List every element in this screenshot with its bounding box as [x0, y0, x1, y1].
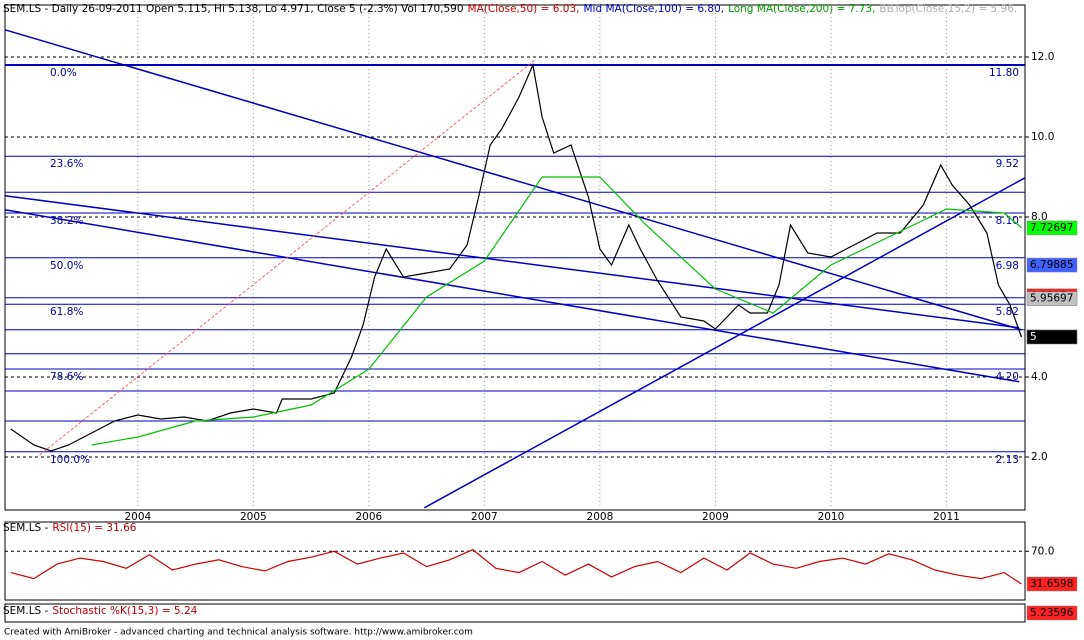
- rsi-panel: [4, 521, 1026, 601]
- value-marker: 7.72697: [1026, 220, 1078, 236]
- title-part: MA(Close,50) = 6.03,: [468, 3, 580, 15]
- y-tick-label: 2.0: [1031, 451, 1048, 463]
- value-marker-label: 6.79885: [1030, 259, 1073, 271]
- fib-ratio-label: 50.0%: [50, 260, 83, 272]
- stochastic-panel: [4, 603, 1026, 623]
- fib-ratio-label: 23.6%: [50, 158, 83, 170]
- value-marker-label: 5: [1030, 331, 1037, 343]
- panel-title: SEM.LS - Stochastic %K(15,3) = 5.24: [3, 605, 198, 617]
- value-marker: 31.6598: [1026, 576, 1078, 592]
- value-marker: 5: [1026, 329, 1078, 345]
- value-marker-box: [1026, 329, 1078, 345]
- x-tick-label: 2008: [587, 511, 614, 523]
- title-part: BBTop(Close,15,2) = 5.96,: [879, 3, 1017, 15]
- series-line: [91, 176, 1022, 446]
- fib-value-label: 9.52: [996, 158, 1019, 170]
- footer: Created with AmiBroker - advanced charti…: [4, 628, 473, 638]
- x-tick-label: 2011: [933, 511, 960, 523]
- y-tick-label: 70.0: [1031, 545, 1054, 557]
- value-marker-box: [1026, 220, 1078, 236]
- value-marker-label: 5.23596: [1030, 607, 1074, 619]
- value-marker: 5.23596: [1026, 605, 1078, 621]
- value-marker-label: 7.72697: [1030, 222, 1073, 234]
- title-part: Stochastic %K(15,3) = 5.24: [52, 605, 197, 617]
- trend-line: [4, 209, 1020, 383]
- fib-value-label: 6.98: [996, 260, 1019, 272]
- trend-line: [4, 29, 1022, 331]
- title-part: Long MA(Close,200) = 7.73,: [728, 3, 875, 15]
- value-marker: 5.95697: [1026, 291, 1078, 306]
- y-tick-label: 4.0: [1031, 371, 1048, 383]
- trend-line: [39, 59, 536, 456]
- x-tick-label: 2005: [240, 511, 267, 523]
- y-tick-label: 8.0: [1031, 211, 1048, 223]
- trend-line: [423, 177, 1026, 509]
- x-tick-label: 2006: [356, 511, 383, 523]
- trend-line: [4, 195, 1020, 329]
- series-line: [10, 548, 1022, 585]
- x-tick-label: 2004: [124, 511, 151, 523]
- value-marker-box: [1026, 257, 1078, 273]
- title-part: Mid MA(Close,100) = 6.80,: [583, 3, 724, 15]
- title-part: SEM.LS -: [3, 522, 49, 534]
- series-line: [10, 62, 1023, 452]
- x-tick-label: 2010: [818, 511, 845, 523]
- y-tick-label: 10.0: [1031, 131, 1054, 143]
- fib-ratio-label: 61.8%: [50, 306, 83, 318]
- value-marker-box: [1026, 291, 1078, 306]
- panel-title: SEM.LS - RSI(15) = 31.66: [3, 522, 137, 534]
- fib-ratio-label: 78.6%: [50, 371, 83, 383]
- title-part: RSI(15) = 31.66: [52, 522, 136, 534]
- value-marker-label: 31.6598: [1030, 578, 1073, 590]
- fib-value-label: 2.13: [996, 454, 1019, 466]
- x-tick-label: 2009: [702, 511, 729, 523]
- panel-title: SEM.LS - Daily 26-09-2011 Open 5.115, Hi…: [3, 3, 1017, 15]
- y-tick-label: 12.0: [1031, 51, 1054, 63]
- value-marker: 6.79885: [1026, 257, 1078, 273]
- fib-value-label: 11.80: [989, 67, 1019, 79]
- title-part: SEM.LS -: [3, 605, 49, 617]
- value-marker-label: 5.95697: [1030, 293, 1073, 305]
- title-part: SEM.LS - Daily 26-09-2011 Open 5.115, Hi…: [3, 3, 464, 15]
- fib-value-label: 5.82: [996, 306, 1019, 318]
- x-tick-label: 2007: [471, 511, 498, 523]
- fib-ratio-label: 0.0%: [50, 67, 77, 79]
- fib-value-label: 8.10: [996, 215, 1019, 227]
- fib-ratio-label: 100.0%: [50, 454, 90, 466]
- fib-value-label: 4.20: [996, 371, 1019, 383]
- value-marker-box: [1026, 576, 1078, 592]
- value-marker-box: [1026, 605, 1078, 621]
